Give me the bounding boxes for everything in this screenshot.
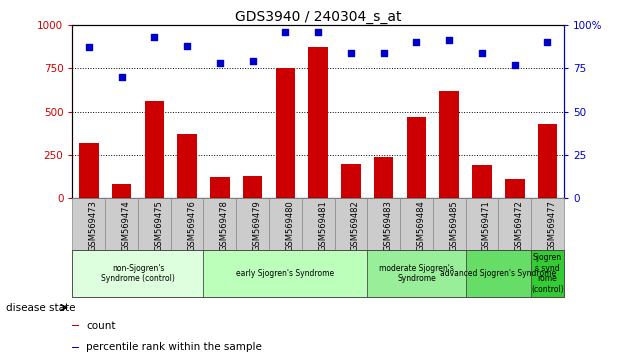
Point bbox=[313, 29, 323, 35]
Bar bbox=[400, 198, 433, 250]
Point bbox=[542, 39, 553, 45]
Bar bbox=[203, 198, 236, 250]
Bar bbox=[105, 198, 138, 250]
Bar bbox=[302, 198, 335, 250]
Text: non-Sjogren's
Syndrome (control): non-Sjogren's Syndrome (control) bbox=[101, 264, 175, 283]
Text: GSM569479: GSM569479 bbox=[253, 200, 261, 251]
Text: GSM569474: GSM569474 bbox=[122, 200, 130, 251]
Bar bbox=[171, 198, 203, 250]
Point bbox=[477, 50, 487, 55]
Bar bbox=[112, 184, 132, 198]
Text: GSM569475: GSM569475 bbox=[154, 200, 163, 251]
Point bbox=[411, 39, 421, 45]
Bar bbox=[275, 68, 295, 198]
Bar bbox=[433, 198, 466, 250]
Text: moderate Sjogren's
Syndrome: moderate Sjogren's Syndrome bbox=[379, 264, 454, 283]
Point bbox=[182, 43, 192, 48]
Text: GSM569485: GSM569485 bbox=[449, 200, 458, 251]
Bar bbox=[203, 250, 367, 297]
Text: GSM569473: GSM569473 bbox=[89, 200, 98, 251]
Bar bbox=[210, 177, 230, 198]
Bar bbox=[72, 325, 79, 326]
Point bbox=[444, 38, 454, 43]
Bar bbox=[505, 179, 525, 198]
Text: early Sjogren's Syndrome: early Sjogren's Syndrome bbox=[236, 269, 335, 278]
Text: Sjogren
s synd
rome
(control): Sjogren s synd rome (control) bbox=[531, 253, 564, 293]
Bar bbox=[335, 198, 367, 250]
Text: GSM569482: GSM569482 bbox=[351, 200, 360, 251]
Text: GSM569478: GSM569478 bbox=[220, 200, 229, 251]
Text: GSM569472: GSM569472 bbox=[515, 200, 524, 251]
Point bbox=[510, 62, 520, 68]
Text: GSM569477: GSM569477 bbox=[547, 200, 556, 251]
Text: advanced Sjogren's Syndrome: advanced Sjogren's Syndrome bbox=[440, 269, 556, 278]
Point bbox=[346, 50, 356, 55]
Point bbox=[117, 74, 127, 80]
Bar bbox=[531, 198, 564, 250]
Point bbox=[280, 29, 290, 35]
Point bbox=[84, 45, 94, 50]
Bar bbox=[72, 250, 203, 297]
Bar bbox=[498, 198, 531, 250]
Text: GSM569483: GSM569483 bbox=[384, 200, 392, 251]
Bar bbox=[144, 101, 164, 198]
Bar bbox=[537, 124, 558, 198]
Bar bbox=[367, 250, 466, 297]
Bar bbox=[531, 250, 564, 297]
Title: GDS3940 / 240304_s_at: GDS3940 / 240304_s_at bbox=[235, 10, 401, 24]
Text: percentile rank within the sample: percentile rank within the sample bbox=[86, 342, 262, 352]
Bar bbox=[243, 176, 263, 198]
Bar bbox=[177, 134, 197, 198]
Bar bbox=[367, 198, 400, 250]
Bar bbox=[269, 198, 302, 250]
Bar bbox=[79, 143, 99, 198]
Bar bbox=[341, 164, 361, 198]
Text: GSM569476: GSM569476 bbox=[187, 200, 196, 251]
Bar bbox=[439, 91, 459, 198]
Bar bbox=[374, 156, 394, 198]
Text: disease state: disease state bbox=[6, 303, 76, 313]
Bar bbox=[472, 165, 492, 198]
Point bbox=[379, 50, 389, 55]
Bar bbox=[466, 250, 531, 297]
Text: GSM569480: GSM569480 bbox=[285, 200, 294, 251]
Text: GSM569484: GSM569484 bbox=[416, 200, 425, 251]
Point bbox=[215, 60, 225, 66]
Bar bbox=[466, 198, 498, 250]
Bar bbox=[308, 47, 328, 198]
Point bbox=[248, 58, 258, 64]
Bar bbox=[72, 198, 105, 250]
Text: count: count bbox=[86, 321, 116, 331]
Bar bbox=[138, 198, 171, 250]
Bar bbox=[236, 198, 269, 250]
Text: GSM569471: GSM569471 bbox=[482, 200, 491, 251]
Text: GSM569481: GSM569481 bbox=[318, 200, 327, 251]
Point bbox=[149, 34, 159, 40]
Bar bbox=[72, 347, 79, 348]
Bar bbox=[406, 117, 427, 198]
